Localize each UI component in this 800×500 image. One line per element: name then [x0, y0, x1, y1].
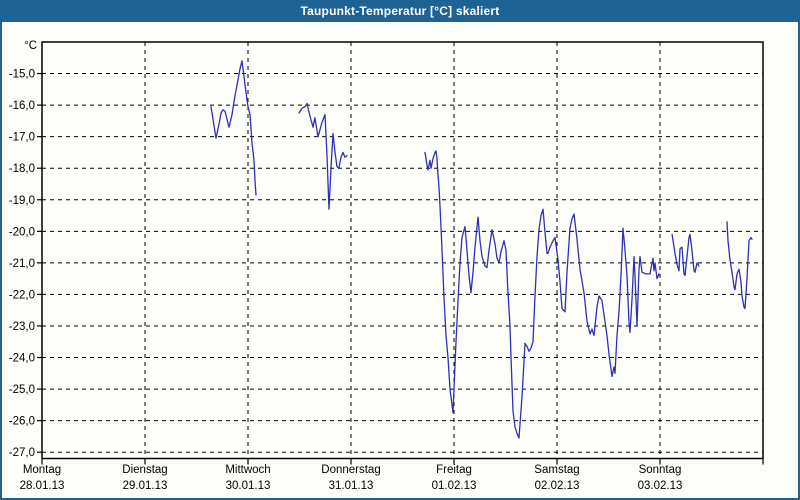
gridlines: [42, 42, 763, 459]
x-weekday-label: Montag: [23, 464, 61, 476]
series-segment: [671, 233, 700, 277]
series-segment: [424, 150, 660, 439]
y-tick-label: -15,0: [9, 69, 35, 81]
series-Taupunkt-Temperatur: [210, 60, 753, 439]
y-tick-label: -20,0: [9, 226, 35, 238]
plot-background: [42, 42, 763, 459]
chart-title: Taupunkt-Temperatur [°C] skaliert: [300, 4, 500, 18]
y-tick-label: -26,0: [9, 416, 35, 428]
y-tick-label: -23,0: [9, 321, 35, 333]
x-date-label: 03.02.13: [638, 480, 683, 492]
y-tick-label: -27,0: [9, 447, 35, 459]
x-weekday-label: Sonntag: [639, 464, 682, 476]
y-tick-label: -22,0: [9, 289, 35, 301]
series-segment: [726, 221, 753, 310]
x-axis: Montag 28.01.13 Dienstag 29.01.13 Mittwoch 30…: [20, 458, 764, 492]
y-tick-label: -25,0: [9, 384, 35, 396]
x-weekday-label: Samstag: [534, 464, 579, 476]
y-tick-label: -16,0: [9, 100, 35, 112]
x-weekday-label: Mittwoch: [225, 464, 270, 476]
x-date-label: 02.02.13: [535, 480, 580, 492]
x-weekday-label: Donnerstag: [321, 464, 380, 476]
y-tick-label: -21,0: [9, 258, 35, 270]
chart-title-bar: Taupunkt-Temperatur [°C] skaliert: [2, 0, 798, 22]
chart-area: -15,0 -16,0 -17,0 -18,0 -19,0 -20,0 -21,0 -22,0…: [2, 22, 800, 500]
plot-frame: [41, 41, 764, 460]
x-date-label: 29.01.13: [123, 480, 168, 492]
series-segment: [298, 102, 348, 210]
x-date-label: 01.02.13: [432, 480, 477, 492]
x-date-label: 30.01.13: [226, 480, 271, 492]
chart-canvas: -15,0 -16,0 -17,0 -18,0 -19,0 -20,0 -21,0 -22,0…: [9, 40, 764, 492]
x-weekday-label: Freitag: [436, 464, 472, 476]
y-tick-label: -18,0: [9, 163, 35, 175]
x-weekday-label: Dienstag: [122, 464, 167, 476]
y-tick-label: -19,0: [9, 195, 35, 207]
series-segment: [210, 60, 257, 196]
y-axis: -15,0 -16,0 -17,0 -18,0 -19,0 -20,0 -21,0 -22,0…: [9, 40, 42, 459]
x-date-label: 31.01.13: [329, 480, 374, 492]
y-axis-unit-label: °C: [24, 40, 37, 52]
y-tick-label: -17,0: [9, 132, 35, 144]
x-date-label: 28.01.13: [20, 480, 65, 492]
y-tick-label: -24,0: [9, 353, 35, 365]
